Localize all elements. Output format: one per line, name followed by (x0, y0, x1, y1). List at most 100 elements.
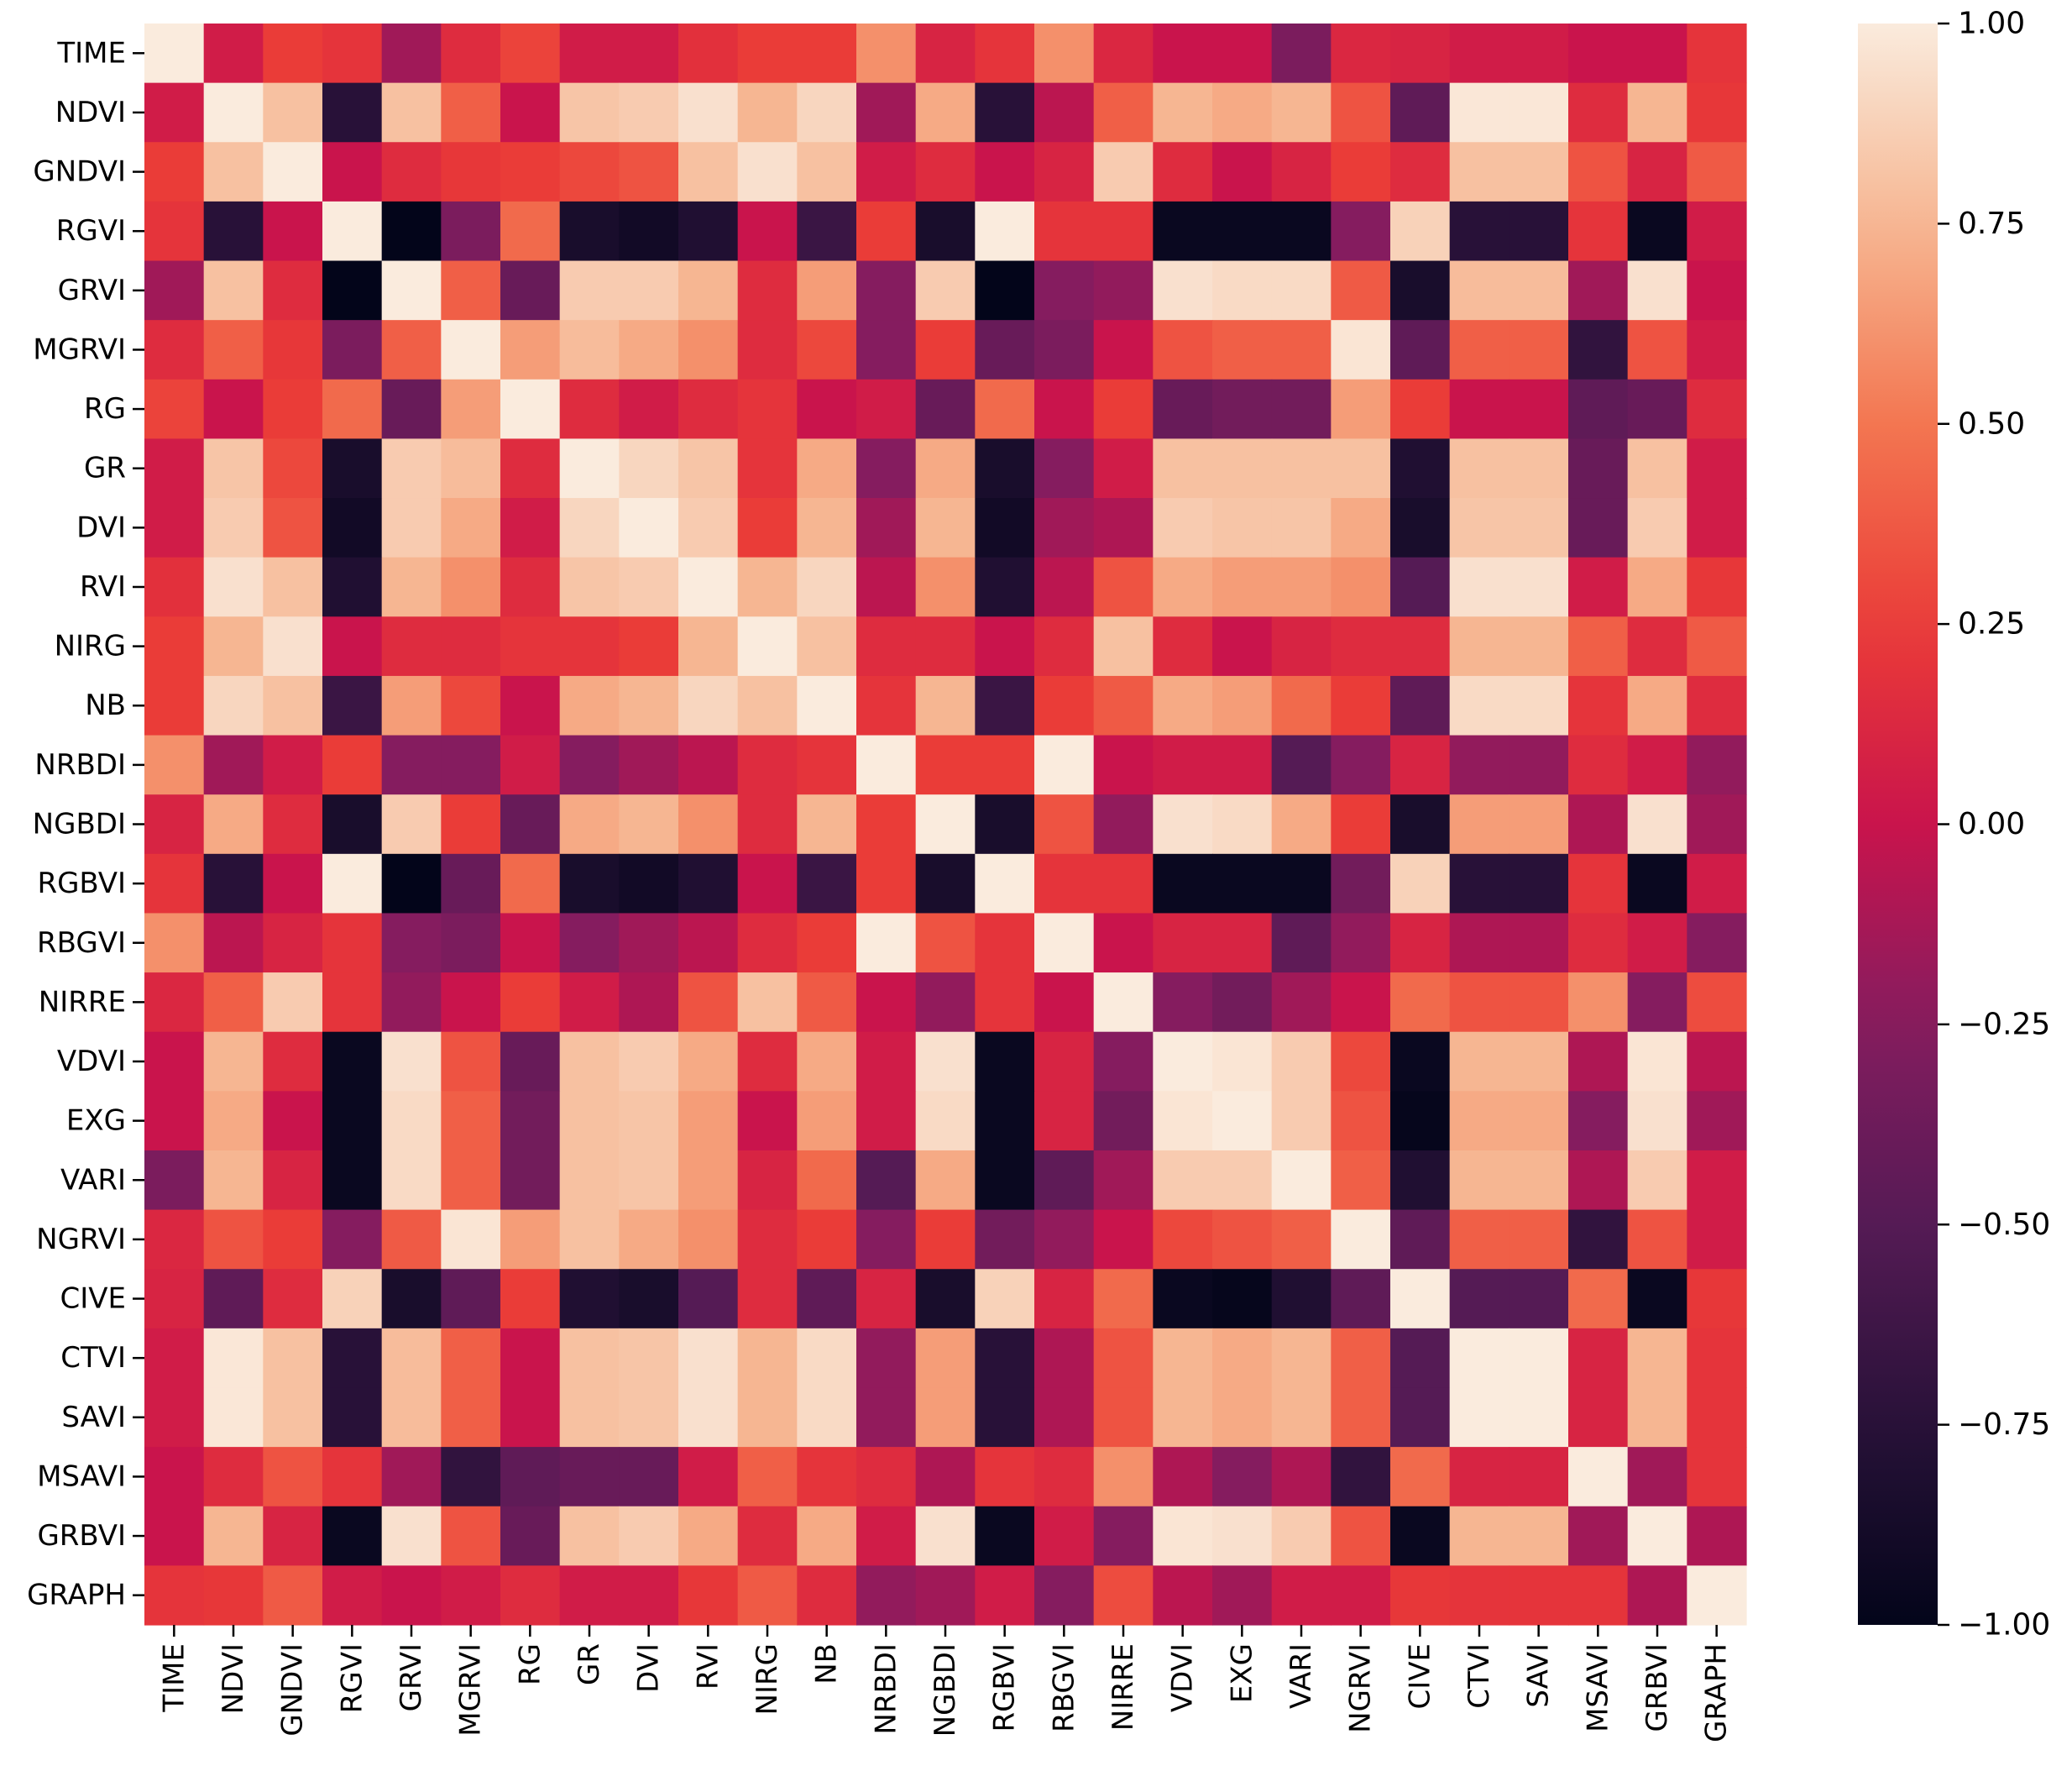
heatmap-cell-nirre-dvi (619, 972, 679, 1033)
heatmap-cell-ndvi-time (144, 82, 205, 143)
heatmap-cell-rbgvi-nirg (737, 913, 798, 973)
heatmap-cell-mgrvi-rbgvi (1034, 320, 1095, 380)
heatmap-cell-nrbdi-rg (500, 735, 561, 795)
y-tick-label: NDVI (55, 96, 126, 129)
colorbar: 1.00 0.75 0.50 0.25 0.00 −0.25 −0.50 −0.75 −1.00 (1858, 7, 2050, 1643)
heatmap-cell-rg-vari (1271, 379, 1332, 440)
heatmap-cell-mgrvi-graph (1687, 320, 1747, 380)
heatmap-cell-vdvi-graph (1687, 1031, 1747, 1092)
heatmap-cell-vdvi-rgvi (322, 1031, 383, 1092)
heatmap-cell-exg-nirg (737, 1091, 798, 1151)
heatmap-cell-nirre-mgrvi (441, 972, 501, 1033)
x-tick-label: MSAVI (1581, 1643, 1614, 1732)
heatmap-cell-time-mgrvi (441, 24, 501, 84)
heatmap-cell-cive-ctvi (1449, 1269, 1510, 1329)
heatmap-cell-rvi-msavi (1568, 557, 1629, 617)
heatmap-cell-gr-ndvi (203, 438, 264, 499)
heatmap-cell-graph-vdvi (1153, 1565, 1213, 1626)
heatmap-cells (144, 24, 1747, 1626)
heatmap-cell-nrbdi-nb (797, 735, 857, 795)
heatmap-cell-time-nirre (1093, 24, 1154, 84)
heatmap-cell-rg-gr (559, 379, 620, 440)
heatmap-cell-dvi-mgrvi (441, 498, 501, 558)
heatmap-cell-rgbvi-nirre (1093, 853, 1154, 914)
heatmap-cell-nirg-ngrvi (1331, 616, 1391, 677)
heatmap-cell-ndvi-msavi (1568, 82, 1629, 143)
heatmap-cell-exg-vari (1271, 1091, 1332, 1151)
heatmap-cell-savi-nrbdi (856, 1387, 917, 1448)
heatmap-cell-time-msavi (1568, 24, 1629, 84)
heatmap-cell-savi-vari (1271, 1387, 1332, 1448)
heatmap-cell-rgbvi-ngrvi (1331, 853, 1391, 914)
heatmap-cell-gr-nirg (737, 438, 798, 499)
heatmap-cell-vdvi-mgrvi (441, 1031, 501, 1092)
heatmap-cell-rvi-rgvi (322, 557, 383, 617)
heatmap-cell-dvi-nirg (737, 498, 798, 558)
heatmap-cell-grbvi-mgrvi (441, 1506, 501, 1566)
heatmap-cell-time-rg (500, 24, 561, 84)
heatmap-cell-ngrvi-ngbdi (915, 1209, 976, 1270)
heatmap-cell-ndvi-ctvi (1449, 82, 1510, 143)
heatmap-cell-dvi-gndvi (263, 498, 323, 558)
heatmap-cell-cive-rgbvi (975, 1269, 1035, 1329)
heatmap-cell-graph-gndvi (263, 1565, 323, 1626)
heatmap-cell-gndvi-gndvi (263, 142, 323, 202)
heatmap-cell-cive-msavi (1568, 1269, 1629, 1329)
heatmap-cell-grvi-ngbdi (915, 260, 976, 321)
heatmap-cell-vdvi-ndvi (203, 1031, 264, 1092)
heatmap-cell-nb-cive (1390, 675, 1451, 736)
heatmap-cell-nirre-ngrvi (1331, 972, 1391, 1033)
heatmap-cell-ngbdi-time (144, 794, 205, 855)
heatmap-cell-cive-nirre (1093, 1269, 1154, 1329)
heatmap-cell-dvi-graph (1687, 498, 1747, 558)
heatmap-cell-vari-grvi (381, 1150, 442, 1211)
heatmap-cell-ngbdi-gr (559, 794, 620, 855)
heatmap-cell-gndvi-nirg (737, 142, 798, 202)
heatmap-cell-msavi-ngbdi (915, 1447, 976, 1507)
heatmap-cell-vari-vdvi (1153, 1150, 1213, 1211)
heatmap-cell-vdvi-rg (500, 1031, 561, 1092)
heatmap-cell-rvi-savi (1509, 557, 1569, 617)
heatmap-cell-nrbdi-msavi (1568, 735, 1629, 795)
heatmap-cell-savi-savi (1509, 1387, 1569, 1448)
heatmap-cell-cive-vdvi (1153, 1269, 1213, 1329)
heatmap-cell-savi-ctvi (1449, 1387, 1510, 1448)
heatmap-cell-grvi-nb (797, 260, 857, 321)
heatmap-cell-graph-ctvi (1449, 1565, 1510, 1626)
heatmap-cell-vdvi-exg (1212, 1031, 1273, 1092)
heatmap-cell-ngbdi-rg (500, 794, 561, 855)
y-tick-label: GNDVI (33, 155, 126, 189)
heatmap-cell-rg-rbgvi (1034, 379, 1095, 440)
heatmap-cell-ngrvi-savi (1509, 1209, 1569, 1270)
heatmap-cell-mgrvi-vdvi (1153, 320, 1213, 380)
heatmap-cell-nirre-savi (1509, 972, 1569, 1033)
heatmap-cell-msavi-dvi (619, 1447, 679, 1507)
heatmap-cell-rgvi-nirg (737, 201, 798, 262)
heatmap-cell-grbvi-nb (797, 1506, 857, 1566)
x-tick-label: CTVI (1462, 1643, 1496, 1709)
y-tick-label: TIME (56, 36, 126, 70)
heatmap-cell-gr-grvi (381, 438, 442, 499)
heatmap-cell-ndvi-ngbdi (915, 82, 976, 143)
heatmap-cell-mgrvi-gndvi (263, 320, 323, 380)
heatmap-cell-mgrvi-ngrvi (1331, 320, 1391, 380)
heatmap-cell-nirg-msavi (1568, 616, 1629, 677)
heatmap-cell-dvi-vari (1271, 498, 1332, 558)
heatmap-cell-mgrvi-nrbdi (856, 320, 917, 380)
heatmap-cell-exg-savi (1509, 1091, 1569, 1151)
heatmap-cell-ngbdi-nirre (1093, 794, 1154, 855)
heatmap-cell-rgbvi-exg (1212, 853, 1273, 914)
heatmap-cell-vari-ctvi (1449, 1150, 1510, 1211)
heatmap-cell-vdvi-ngrvi (1331, 1031, 1391, 1092)
heatmap-cell-gndvi-dvi (619, 142, 679, 202)
heatmap-cell-rg-mgrvi (441, 379, 501, 440)
heatmap-cell-vari-cive (1390, 1150, 1451, 1211)
x-tick-label: NB (810, 1643, 844, 1685)
heatmap-cell-nirg-rbgvi (1034, 616, 1095, 677)
heatmap-cell-nirre-graph (1687, 972, 1747, 1033)
heatmap-cell-gndvi-vdvi (1153, 142, 1213, 202)
x-tick-label: CIVE (1403, 1643, 1436, 1710)
heatmap-cell-gndvi-rvi (678, 142, 739, 202)
heatmap-cell-nirre-grvi (381, 972, 442, 1033)
heatmap-cell-ngrvi-gr (559, 1209, 620, 1270)
